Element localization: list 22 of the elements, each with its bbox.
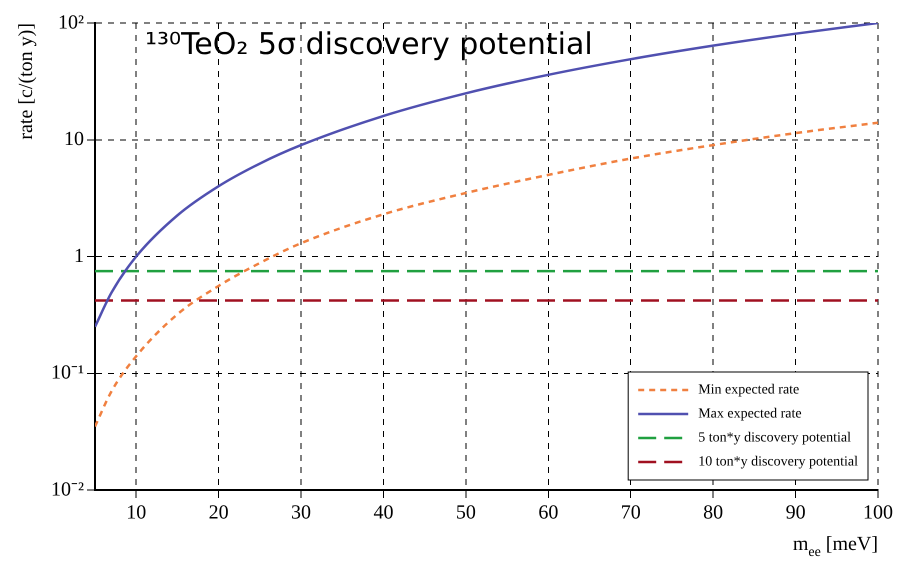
x-tick-label: 70	[620, 501, 641, 524]
line-series	[94, 121, 878, 428]
legend-label: 10 ton*y discovery potential	[698, 454, 858, 470]
x-tick-label: 10	[126, 501, 146, 524]
legend-label: Min expected rate	[698, 382, 800, 398]
y-axis-title: rate [c/(ton y)]	[15, 22, 37, 140]
legend-label: 5 ton*y discovery potential	[698, 430, 852, 446]
x-tick-label: 60	[538, 501, 558, 524]
y-tick-label: 10²	[58, 11, 84, 34]
x-tick-label: 40	[373, 501, 394, 524]
x-tick-label: 100	[863, 501, 893, 524]
x-tick-label: 50	[456, 501, 476, 524]
x-tick-label: 30	[291, 501, 312, 524]
x-tick-label: 20	[208, 501, 229, 524]
y-tick-label: 1	[74, 244, 84, 267]
x-tick-label: 90	[786, 501, 806, 524]
y-tick-label: 10	[64, 128, 84, 150]
y-tick-label: 10⁻¹	[50, 362, 84, 384]
x-tick-label: 80	[703, 501, 724, 524]
legend-label: Max expected rate	[698, 406, 802, 422]
y-tick-label: 10⁻²	[50, 478, 84, 500]
chart-title: ¹³⁰TeO₂ 5σ discovery potential	[144, 26, 593, 62]
